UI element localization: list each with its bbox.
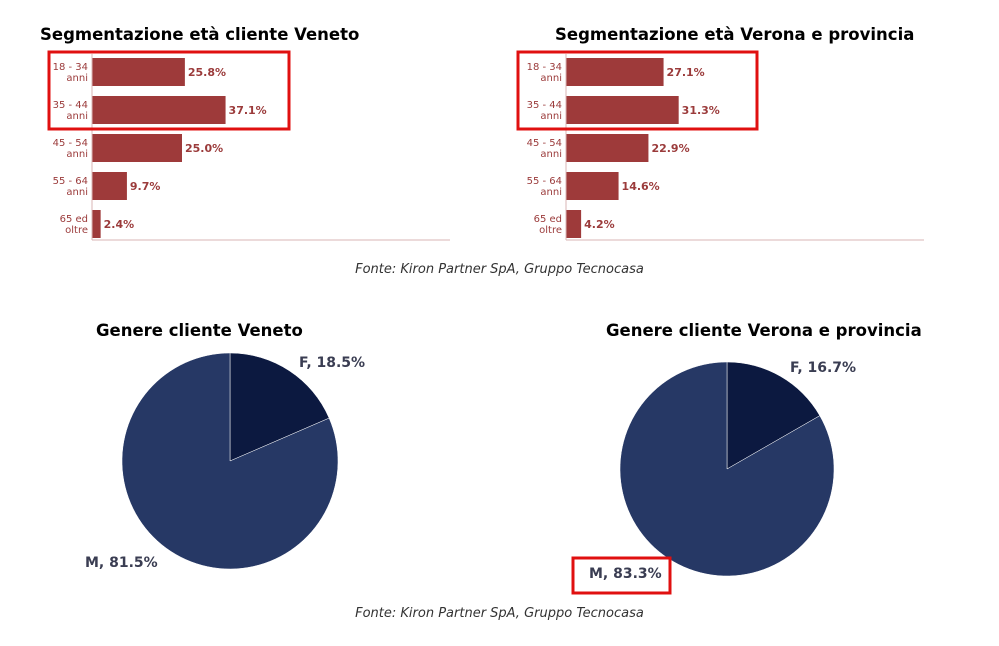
bar-chart-veneto-value-label-2: 25.0%	[185, 142, 223, 155]
bar-chart-verona-value-label-3: 14.6%	[622, 180, 660, 193]
pie-chart-verona-slice-label-1: M, 83.3%	[589, 566, 662, 582]
bar-chart-veneto-category-label-3-line2: anni	[66, 187, 88, 198]
bar-chart-verona-category-label-1-line1: 35 - 44	[527, 100, 562, 111]
bar-chart-verona-value-label-4: 4.2%	[584, 218, 615, 231]
bar-chart-verona-title: Segmentazione età Verona e provincia	[555, 25, 915, 44]
pie-chart-verona-slice-0	[726, 361, 821, 470]
bar-chart-verona-category-label-2-line1: 45 - 54	[527, 138, 562, 149]
pie-chart-veneto-title: Genere cliente Veneto	[96, 321, 303, 340]
bar-chart-veneto-bar-2	[92, 134, 182, 162]
source-note-bottom: Fonte: Kiron Partner SpA, Gruppo Tecnoca…	[355, 606, 644, 621]
bar-chart-veneto-bar-4	[92, 210, 101, 238]
bar-chart-veneto-value-label-3: 9.7%	[130, 180, 161, 193]
pie-chart-veneto-slice-0	[229, 352, 330, 462]
bar-chart-veneto-value-label-4: 2.4%	[104, 218, 135, 231]
bar-chart-verona-category-label-4-line1: 65 ed	[534, 214, 562, 225]
bar-chart-veneto-bar-0	[92, 58, 185, 86]
bar-chart-verona-category-label-4-line2: oltre	[539, 225, 562, 236]
bar-chart-veneto-category-label-2-line1: 45 - 54	[53, 138, 88, 149]
bar-chart-verona-bar-0	[566, 58, 664, 86]
pie-chart-veneto-slice-label-0: F, 18.5%	[299, 355, 365, 371]
bar-chart-verona-category-label-2-line2: anni	[540, 149, 562, 160]
bar-chart-veneto-category-label-0-line2: anni	[66, 73, 88, 84]
bar-chart-verona-category-label-1-line2: anni	[540, 111, 562, 122]
bar-chart-veneto-category-label-1-line2: anni	[66, 111, 88, 122]
pie-chart-verona-slice-label-0: F, 16.7%	[790, 360, 856, 376]
bar-chart-verona-bar-1	[566, 96, 679, 124]
bar-chart-veneto-category-label-0-line1: 18 - 34	[53, 62, 88, 73]
bar-chart-verona-bar-4	[566, 210, 582, 238]
bar-chart-veneto-value-label-1: 37.1%	[229, 104, 267, 117]
source-note-top: Fonte: Kiron Partner SpA, Gruppo Tecnoca…	[355, 262, 644, 277]
bar-chart-verona-category-label-0-line1: 18 - 34	[527, 62, 562, 73]
bar-chart-veneto-category-label-3-line1: 55 - 64	[53, 176, 88, 187]
bar-chart-veneto-category-label-1-line1: 35 - 44	[53, 100, 88, 111]
bar-chart-verona-category-label-0-line2: anni	[540, 73, 562, 84]
bar-chart-veneto-value-label-0: 25.8%	[188, 66, 226, 79]
bar-chart-verona-category-label-3-line2: anni	[540, 187, 562, 198]
bar-chart-veneto-category-label-4-line1: 65 ed	[60, 214, 88, 225]
bar-chart-verona-category-label-3-line1: 55 - 64	[527, 176, 562, 187]
bar-chart-verona-highlight-box	[516, 50, 759, 131]
bar-chart-verona-value-label-1: 31.3%	[682, 104, 720, 117]
bar-chart-veneto-bar-3	[92, 172, 127, 200]
bar-chart-veneto-category-label-4-line2: oltre	[65, 225, 88, 236]
pie-chart-veneto-slice-1	[121, 352, 339, 570]
pie-chart-verona-slice-1	[619, 361, 835, 577]
pie-chart-verona-slice-label-1-highlight-box	[571, 556, 672, 595]
bar-chart-veneto-category-label-2-line2: anni	[66, 149, 88, 160]
bar-chart-veneto-title: Segmentazione età cliente Veneto	[40, 25, 360, 44]
bar-chart-verona-value-label-0: 27.1%	[667, 66, 705, 79]
pie-chart-veneto-slice-label-1: M, 81.5%	[85, 555, 158, 571]
bar-chart-veneto-bar-1	[92, 96, 226, 124]
bar-chart-verona-bar-2	[566, 134, 649, 162]
bar-chart-veneto-highlight-box	[47, 50, 291, 131]
bar-chart-verona-value-label-2: 22.9%	[651, 142, 689, 155]
pie-chart-verona-title: Genere cliente Verona e provincia	[606, 321, 922, 340]
bar-chart-verona-bar-3	[566, 172, 619, 200]
